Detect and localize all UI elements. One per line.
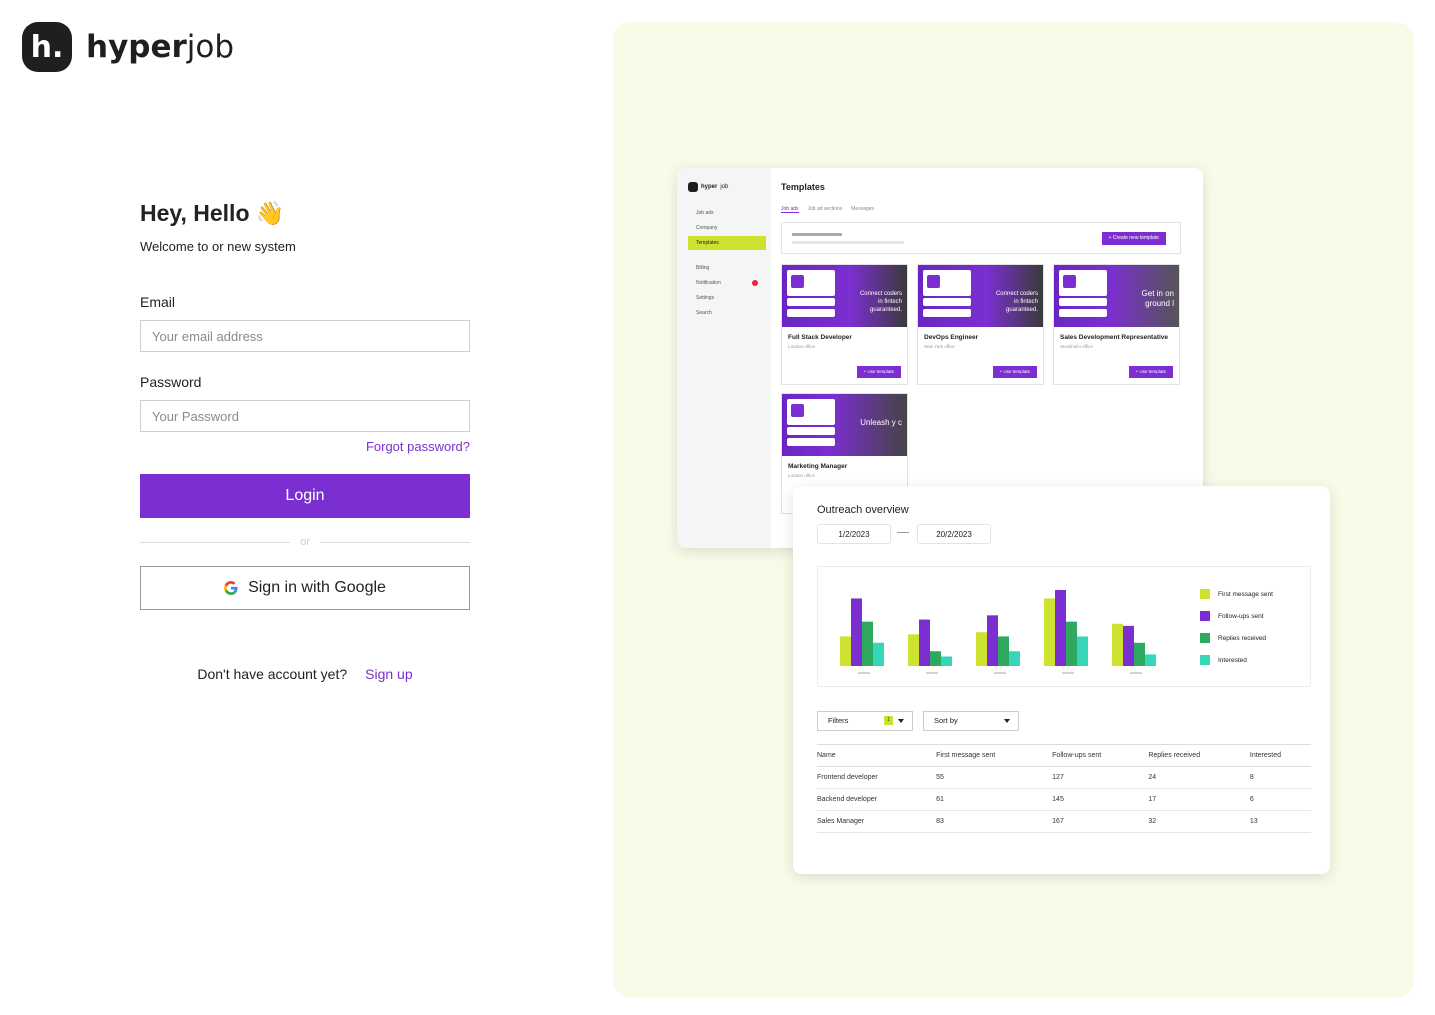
x-tick-label bbox=[926, 672, 938, 674]
chart-bar bbox=[1009, 651, 1020, 666]
chart-bar bbox=[862, 621, 873, 666]
email-label: Email bbox=[140, 294, 176, 310]
outreach-chart: First message sent Follow-ups sent Repli… bbox=[817, 566, 1311, 687]
outreach-title: Outreach overview bbox=[817, 504, 909, 516]
chart-bar bbox=[930, 651, 941, 666]
no-account-text: Don't have account yet? bbox=[197, 666, 348, 682]
legend-item: Interested bbox=[1200, 655, 1247, 665]
preview-nav-notification: Notification bbox=[688, 276, 766, 290]
google-signin-button[interactable]: Sign in with Google bbox=[140, 566, 470, 610]
chart-bar bbox=[976, 632, 987, 666]
preview-logo: hyper job bbox=[688, 182, 728, 192]
preview-template-card: Get in on ground l Sales Development Rep… bbox=[1053, 264, 1180, 385]
outreach-screenshot: Outreach overview 1/2/2023 20/2/2023 Fir… bbox=[793, 486, 1330, 874]
chart-bar bbox=[1134, 642, 1145, 666]
preview-tab: Job ad sections bbox=[807, 206, 843, 212]
x-tick-label bbox=[1130, 672, 1142, 674]
chart-bar bbox=[1123, 625, 1134, 666]
preview-tabs: Job ads Job ad sections Messages bbox=[781, 206, 874, 213]
chart-bar bbox=[1055, 590, 1066, 666]
x-tick-label bbox=[858, 672, 870, 674]
preview-templates-title: Templates bbox=[781, 182, 825, 192]
welcome-subtitle: Welcome to or new system bbox=[140, 239, 296, 254]
chart-bar bbox=[941, 656, 952, 666]
forgot-password-link[interactable]: Forgot password? bbox=[365, 439, 470, 454]
greeting-heading: Hey, Hello 👋 bbox=[140, 200, 285, 226]
preview-create-template-button: + Create new template bbox=[1101, 232, 1166, 245]
table-row: Sales Manager 83 167 32 13 bbox=[817, 810, 1311, 833]
preview-nav-job-ads: Job ads bbox=[696, 210, 714, 216]
chart-bar bbox=[987, 615, 998, 666]
preview-tab: Messages bbox=[851, 206, 875, 212]
outreach-table: Name First message sent Follow-ups sent … bbox=[817, 744, 1311, 833]
preview-template-card: Connect coders in fintech guaranteed. Fu… bbox=[781, 264, 908, 385]
preview-sidebar: hyper job Job ads Company Templates Billi… bbox=[677, 168, 771, 548]
chart-bar bbox=[1112, 623, 1123, 666]
password-field[interactable] bbox=[140, 400, 470, 432]
x-tick-label bbox=[994, 672, 1006, 674]
chevron-down-icon bbox=[898, 719, 904, 723]
google-icon bbox=[224, 581, 238, 595]
email-field[interactable] bbox=[140, 320, 470, 352]
templates-screenshot: hyper job Job ads Company Templates Billi… bbox=[677, 168, 1203, 548]
chart-bar bbox=[1145, 654, 1156, 666]
legend-item: First message sent bbox=[1200, 589, 1273, 599]
preview-use-template-button: + Use template bbox=[992, 366, 1037, 378]
login-button[interactable]: Login bbox=[140, 474, 470, 518]
chart-bar bbox=[1077, 636, 1088, 666]
date-to: 20/2/2023 bbox=[917, 524, 991, 544]
brand-logo[interactable]: h. hyperjob bbox=[22, 22, 234, 72]
google-button-label: Sign in with Google bbox=[248, 579, 386, 596]
or-divider: or bbox=[140, 536, 470, 548]
preview-panel: hyper job Job ads Company Templates Billi… bbox=[613, 22, 1414, 998]
logo-wordmark: hyperjob bbox=[86, 29, 235, 65]
preview-use-template-button: + Use template bbox=[1128, 366, 1173, 378]
login-form: Hey, Hello 👋 Welcome to or new system Ema… bbox=[140, 200, 470, 682]
chart-bar bbox=[1066, 621, 1077, 666]
chart-bar bbox=[840, 636, 851, 666]
date-from: 1/2/2023 bbox=[817, 524, 891, 544]
filters-dropdown: Filters 1 bbox=[817, 711, 913, 731]
preview-template-card: Connect coders in fintech guaranteed. De… bbox=[917, 264, 1044, 385]
x-tick-label bbox=[1062, 672, 1074, 674]
signup-link[interactable]: Sign up bbox=[365, 666, 413, 682]
sort-dropdown: Sort by bbox=[923, 711, 1019, 731]
preview-tab: Job ads bbox=[781, 206, 799, 213]
chevron-down-icon bbox=[1004, 719, 1010, 723]
chart-bar bbox=[998, 636, 1009, 666]
legend-item: Follow-ups sent bbox=[1200, 611, 1264, 621]
preview-nav-company: Company bbox=[696, 225, 718, 231]
table-row: Frontend developer 55 127 24 8 bbox=[817, 766, 1311, 789]
preview-nav-billing: Billing bbox=[696, 265, 710, 271]
table-row: Backend developer 61 145 17 6 bbox=[817, 788, 1311, 811]
preview-nav-templates: Templates bbox=[688, 236, 766, 250]
password-label: Password bbox=[140, 374, 202, 390]
chart-bar bbox=[908, 634, 919, 666]
signup-prompt: Don't have account yet? Sign up bbox=[140, 666, 470, 682]
preview-template-bar: + Create new template bbox=[781, 222, 1181, 254]
legend-item: Replies received bbox=[1200, 633, 1266, 643]
notification-badge bbox=[752, 280, 758, 286]
preview-nav-search: Search bbox=[696, 310, 712, 316]
logo-mark: h. bbox=[22, 22, 72, 72]
chart-bar bbox=[851, 598, 862, 666]
preview-nav-settings: Settings bbox=[696, 295, 715, 301]
chart-bar bbox=[1044, 598, 1055, 666]
bar-chart-svg bbox=[840, 590, 1156, 674]
chart-bar bbox=[873, 642, 884, 666]
preview-use-template-button: + Use template bbox=[856, 366, 901, 378]
chart-bar bbox=[919, 619, 930, 666]
wave-icon: 👋 bbox=[255, 200, 285, 226]
